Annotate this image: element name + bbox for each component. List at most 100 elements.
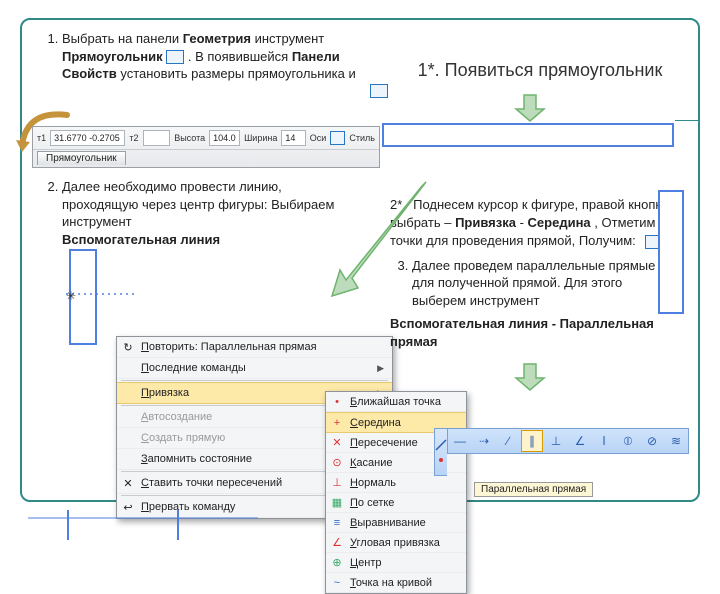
right-step3: Далее проведем параллельные прямые для п… bbox=[412, 257, 680, 310]
ctx-item-label: Ставить точки пересечений bbox=[141, 477, 282, 489]
arrow-diag-icon bbox=[322, 180, 432, 300]
snap-item[interactable]: ~Точка на кривой bbox=[326, 573, 466, 593]
step1-text-a: Выбрать на панели bbox=[62, 31, 183, 46]
svg-text:ⅼ: ⅼ bbox=[602, 434, 605, 448]
svg-text:⊘: ⊘ bbox=[647, 434, 657, 448]
palette-bar[interactable]: — ⇢ ∕ ∥ ⊥ ∠ ⅼ ⦶ ⊘ ≋ bbox=[447, 428, 689, 454]
label-t1: т1 bbox=[37, 133, 46, 143]
svg-text:⊥: ⊥ bbox=[551, 434, 561, 448]
snap-item-icon: + bbox=[330, 416, 344, 430]
left-step2-list: Далее необходимо провести линию, проходя… bbox=[40, 178, 360, 248]
field-width[interactable]: 14 bbox=[281, 130, 305, 146]
label-t2: т2 bbox=[129, 133, 138, 143]
ctx-item-label: Привязка bbox=[141, 387, 189, 399]
snap-item-label: Пересечение bbox=[350, 437, 418, 449]
page: Выбрать на панели Геометрия инструмент П… bbox=[0, 0, 720, 540]
snap-item-icon: ▦ bbox=[330, 496, 344, 510]
snap-item-icon: ✕ bbox=[330, 436, 344, 450]
left-steps: Выбрать на панели Геометрия инструмент П… bbox=[40, 30, 360, 83]
snap-item[interactable]: •Ближайшая точка bbox=[326, 392, 466, 412]
field-t2[interactable] bbox=[143, 130, 171, 146]
palette-cell[interactable]: ⦶ bbox=[617, 430, 639, 452]
snap-item-label: Касание bbox=[350, 457, 393, 469]
result-rectangle bbox=[382, 120, 702, 152]
svg-text:⇢: ⇢ bbox=[479, 434, 489, 448]
svg-text:⦶: ⦶ bbox=[624, 434, 633, 448]
toolbar-tab-row: Прямоугольник bbox=[33, 150, 379, 165]
palette-vertical-stub bbox=[434, 428, 447, 476]
ctx-item[interactable]: Последние команды▶ bbox=[117, 358, 392, 379]
snap-item-label: Ближайшая точка bbox=[350, 396, 441, 408]
step-1: Выбрать на панели Геометрия инструмент П… bbox=[62, 30, 360, 83]
ctx-item-label: Повторить: Параллельная прямая bbox=[141, 341, 317, 353]
ctx-item-label: Запомнить состояние bbox=[141, 453, 252, 465]
step2-bold: Вспомогательная линия bbox=[62, 232, 220, 247]
rect-small-icon bbox=[370, 84, 388, 98]
svg-text:∥: ∥ bbox=[529, 434, 535, 448]
step1-bold-1: Геометрия bbox=[183, 31, 251, 46]
field-t1[interactable]: 31.6770 -0.2705 bbox=[50, 130, 125, 146]
snap-item-label: Середина bbox=[350, 417, 401, 429]
right-column: 1*. Появиться прямоугольник bbox=[390, 30, 690, 126]
label-style: Стиль bbox=[349, 133, 375, 143]
field-height[interactable]: 104.0 bbox=[209, 130, 240, 146]
snap-item-label: Центр bbox=[350, 557, 382, 569]
right-title: 1*. Появиться прямоугольник bbox=[390, 60, 690, 81]
snap-item-label: Нормаль bbox=[350, 477, 396, 489]
ctx-item-icon: ↻ bbox=[121, 340, 135, 354]
svg-text:—: — bbox=[454, 434, 466, 448]
context-menu[interactable]: ↻ Повторить: Параллельная прямая Последние… bbox=[116, 336, 393, 519]
snap-item-icon: ∠ bbox=[330, 536, 344, 550]
arrow-down-2-icon bbox=[510, 362, 550, 392]
palette-cell[interactable]: — bbox=[449, 430, 471, 452]
ctx-item-icon: ✕ bbox=[121, 476, 135, 490]
palette-cell[interactable]: ∕ bbox=[497, 430, 519, 452]
right-step4: Вспомогательная линия - Параллельная пря… bbox=[390, 315, 680, 351]
rectangle-tool-icon bbox=[166, 50, 184, 64]
label-height: Высота bbox=[174, 133, 205, 143]
step1-text-c: . В появившейся bbox=[188, 49, 292, 64]
ctx-item-icon bbox=[121, 431, 135, 445]
snap-item[interactable]: ≡Выравнивание bbox=[326, 513, 466, 533]
right-step2: 2* Поднесем курсор к фигуре, правой кноп… bbox=[390, 196, 680, 251]
axis-icon[interactable] bbox=[330, 131, 345, 145]
palette-cell[interactable]: ⊥ bbox=[545, 430, 567, 452]
right-steps: 2* Поднесем курсор к фигуре, правой кноп… bbox=[390, 196, 680, 393]
palette-cell[interactable]: ⅼ bbox=[593, 430, 615, 452]
toolbar-fields-row: т1 31.6770 -0.2705 т2 Высота 104.0 Ширин… bbox=[33, 127, 379, 150]
ctx-item-label: Создать прямую bbox=[141, 432, 225, 444]
palette-cell[interactable]: ∥ bbox=[521, 430, 543, 452]
snap-item-icon: ⊥ bbox=[330, 476, 344, 490]
step1-bold-2: Прямоугольник bbox=[62, 49, 163, 64]
tool-palette: —⇢∕∥⊥∠ⅼ⦶⊘≋ Параллельная прямая bbox=[434, 428, 664, 488]
step1-text-b: инструмент bbox=[255, 31, 325, 46]
palette-cell[interactable]: ≋ bbox=[665, 430, 687, 452]
svg-text:∕: ∕ bbox=[504, 434, 511, 448]
label-width: Ширина bbox=[244, 133, 277, 143]
palette-cell[interactable]: ⊘ bbox=[641, 430, 663, 452]
tall-blue-rect bbox=[658, 190, 684, 314]
toolbar-tab[interactable]: Прямоугольник bbox=[37, 151, 126, 165]
ctx-item-icon bbox=[121, 410, 135, 424]
snap-item-label: По сетке bbox=[350, 497, 394, 509]
right-step3-list: Далее проведем параллельные прямые для п… bbox=[390, 257, 680, 310]
palette-cell[interactable]: ∠ bbox=[569, 430, 591, 452]
ctx-item-icon bbox=[121, 452, 135, 466]
snap-item[interactable]: ∠ Угловая привязка bbox=[326, 533, 466, 553]
svg-text:✳: ✳ bbox=[66, 289, 76, 303]
label-axis: Оси bbox=[310, 133, 327, 143]
ctx-item-label: Автосоздание bbox=[141, 411, 212, 423]
ctx-item-icon bbox=[121, 386, 135, 400]
snap-item-label: Угловая привязка bbox=[350, 537, 440, 549]
snap-item-icon: ⊙ bbox=[330, 456, 344, 470]
svg-text:∠: ∠ bbox=[575, 434, 586, 448]
properties-toolbar: т1 31.6770 -0.2705 т2 Высота 104.0 Ширин… bbox=[32, 126, 380, 168]
snap-item-icon: ⊕ bbox=[330, 556, 344, 570]
snap-item-icon: ≡ bbox=[330, 516, 344, 530]
ctx-item[interactable]: ↻ Повторить: Параллельная прямая bbox=[117, 337, 392, 358]
palette-cell[interactable]: ⇢ bbox=[473, 430, 495, 452]
ctx-item-label: Последние команды bbox=[141, 362, 246, 374]
snap-item[interactable]: ⊕ Центр bbox=[326, 553, 466, 573]
arrow-down-1-icon bbox=[510, 93, 550, 123]
step-2: Далее необходимо провести линию, проходя… bbox=[62, 178, 360, 248]
